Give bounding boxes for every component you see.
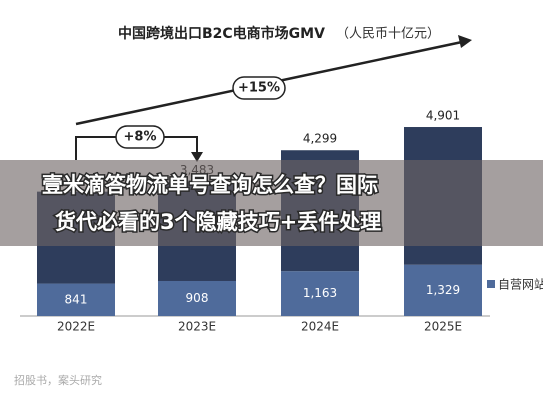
banner (0, 160, 543, 246)
total-label: 4,299 (303, 132, 337, 146)
x-tick-label: 2025E (424, 320, 462, 334)
source: 招股书，案头研究 (14, 373, 102, 387)
legend-swatch (487, 280, 495, 288)
x-tick-label: 2022E (57, 320, 95, 334)
chart-subtitle: （人民币十亿元） (336, 27, 440, 42)
banner-line: 货代必看的3个隐藏技巧+丢件处理 (55, 210, 381, 234)
annotation-pill (232, 76, 286, 100)
segment-label: 908 (186, 291, 209, 305)
x-tick-label: 2024E (301, 320, 339, 334)
arrow-head (191, 152, 203, 162)
total-label: 4,901 (426, 109, 460, 123)
x-tick-label: 2023E (178, 320, 216, 334)
bar-segment (281, 271, 359, 316)
legend-label: 自营网站 (498, 278, 543, 292)
chart-title: 中国跨境出口B2C电商市场GMV (118, 25, 325, 42)
annotation: +15% (238, 81, 280, 96)
segment-label: 1,329 (426, 283, 460, 297)
bar-segment (37, 283, 115, 316)
banner-line: 壹米滴答物流单号查询怎么查？国际 (42, 173, 378, 197)
annotation-pill (115, 125, 165, 149)
bar-segment (404, 264, 482, 316)
bar-segment (158, 280, 236, 316)
arrow-head (458, 35, 472, 48)
annotation: +8% (124, 130, 157, 145)
segment-label: 841 (65, 292, 88, 306)
segment-label: 1,163 (303, 286, 337, 300)
